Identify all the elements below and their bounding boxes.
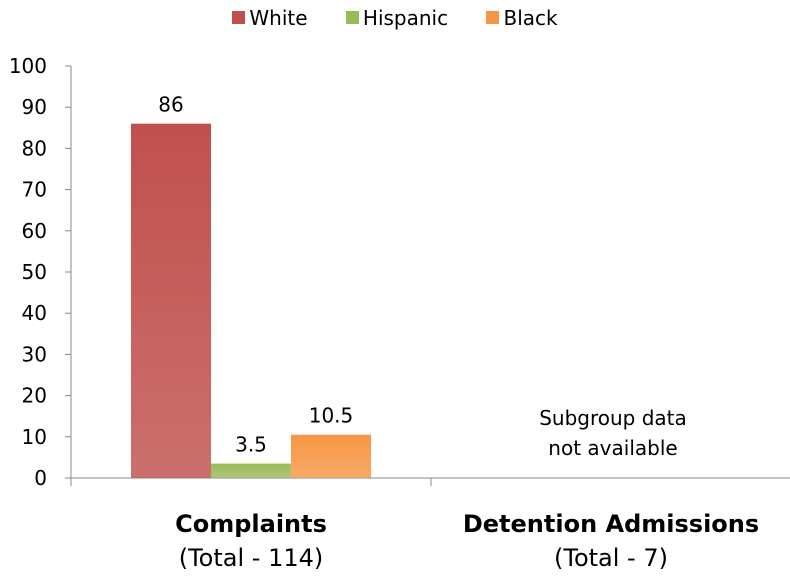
- no-data-line-1: Subgroup data: [539, 406, 687, 430]
- bar-hispanic-0: [211, 463, 291, 478]
- y-tick-label: 100: [9, 54, 47, 78]
- no-data-annotation: Subgroup data not available: [483, 403, 743, 463]
- legend-item-hispanic: Hispanic: [345, 6, 449, 30]
- legend-label-hispanic: Hispanic: [362, 6, 449, 30]
- y-tick-label: 30: [22, 342, 47, 366]
- category-name-detention: Detention Admissions: [462, 510, 760, 538]
- category-sublabel-complaints: (Total - 114): [178, 544, 324, 572]
- y-tick-label: 50: [22, 260, 47, 284]
- legend-label-black: Black: [503, 6, 558, 30]
- category-label-detention: Detention Admissions (Total - 7): [431, 507, 790, 575]
- y-tick-label: 90: [22, 95, 47, 119]
- y-tick-label: 40: [22, 301, 47, 325]
- category-sublabel-detention: (Total - 7): [554, 544, 668, 572]
- category-name-complaints: Complaints: [175, 510, 327, 538]
- legend-item-black: Black: [486, 6, 558, 30]
- bar-white-0: [131, 123, 211, 479]
- y-tick-label: 80: [22, 136, 47, 160]
- data-label-white-0: 86: [158, 93, 183, 117]
- bar-black-0: [291, 434, 371, 478]
- y-tick-label: 0: [34, 466, 47, 490]
- legend: White Hispanic Black: [0, 6, 790, 30]
- y-tick-label: 10: [22, 425, 47, 449]
- legend-swatch-hispanic: [345, 11, 359, 24]
- y-tick-label: 70: [22, 178, 47, 202]
- y-tick-label: 60: [22, 219, 47, 243]
- legend-label-white: White: [249, 6, 308, 30]
- legend-swatch-black: [486, 11, 500, 24]
- no-data-line-2: not available: [548, 436, 678, 460]
- category-label-complaints: Complaints (Total - 114): [71, 507, 431, 575]
- y-tick-label: 20: [22, 384, 47, 408]
- legend-item-white: White: [232, 6, 308, 30]
- data-label-black-0: 10.5: [309, 404, 354, 428]
- data-label-hispanic-0: 3.5: [235, 433, 267, 457]
- legend-swatch-white: [232, 11, 246, 24]
